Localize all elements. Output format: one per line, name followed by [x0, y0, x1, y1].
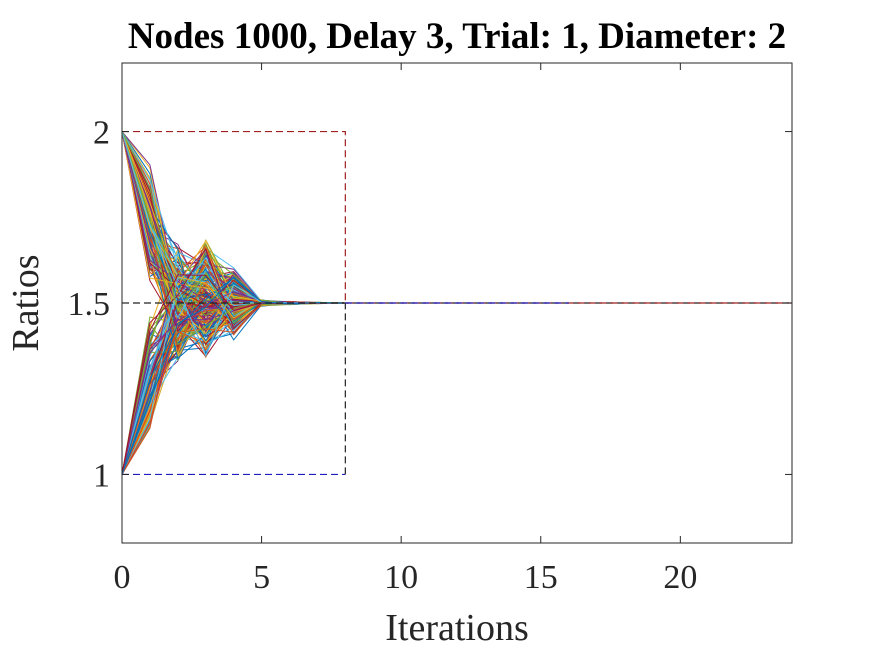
y-axis-label: Ratios — [5, 254, 47, 351]
y-tick-label: 1 — [93, 457, 110, 494]
x-tick-label: 0 — [114, 559, 131, 596]
overlay-layer — [122, 130, 792, 476]
x-tick-label: 5 — [253, 559, 270, 596]
y-tick-label: 2 — [93, 115, 110, 152]
x-axis-label: Iterations — [385, 607, 529, 649]
x-tick-label: 10 — [384, 559, 418, 596]
x-tick-label: 20 — [663, 559, 697, 596]
chart-title: Nodes 1000, Delay 3, Trial: 1, Diameter:… — [128, 16, 786, 57]
tick-layer: 0 5 10 15 20 1 1.5 2 — [68, 63, 792, 596]
x-tick-label: 15 — [524, 559, 558, 596]
y-tick-label: 1.5 — [68, 286, 111, 323]
